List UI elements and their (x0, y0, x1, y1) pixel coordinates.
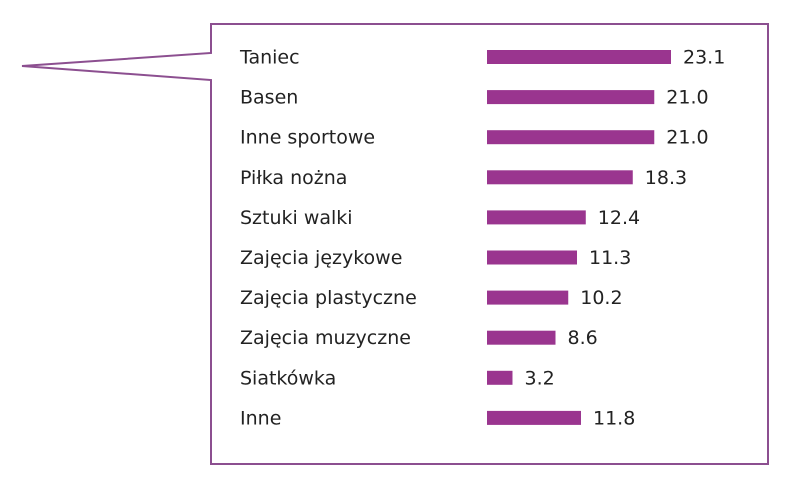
bar (487, 130, 655, 145)
bar (487, 370, 513, 385)
value-label: 23.1 (683, 47, 725, 69)
bar (487, 90, 655, 105)
category-label: Inne (240, 407, 281, 429)
value-label: 21.0 (666, 87, 708, 109)
value-label: 12.4 (598, 207, 640, 229)
category-label: Siatkówka (240, 367, 336, 389)
category-label: Inne sportowe (240, 127, 375, 149)
bar (487, 50, 671, 64)
value-label: 21.0 (666, 127, 708, 149)
category-label: Basen (240, 87, 298, 109)
value-label: 11.3 (589, 247, 631, 269)
value-label: 18.3 (645, 167, 687, 189)
bar (487, 250, 578, 265)
category-label: Zajęcia muzyczne (240, 327, 411, 349)
value-label: 8.6 (568, 327, 598, 349)
value-label: 10.2 (580, 287, 622, 309)
category-label: Zajęcia plastyczne (240, 287, 417, 309)
bar (487, 410, 581, 425)
bar (487, 210, 586, 225)
bar (487, 170, 633, 185)
category-label: Taniec (239, 47, 300, 69)
category-label: Zajęcia językowe (240, 247, 402, 269)
value-label: 3.2 (524, 367, 554, 389)
bar (487, 330, 556, 345)
category-label: Piłka nożna (240, 167, 347, 189)
value-label: 11.8 (593, 407, 635, 429)
category-label: Sztuki walki (240, 207, 353, 229)
callout-box (21, 23, 769, 465)
bar (487, 290, 569, 305)
